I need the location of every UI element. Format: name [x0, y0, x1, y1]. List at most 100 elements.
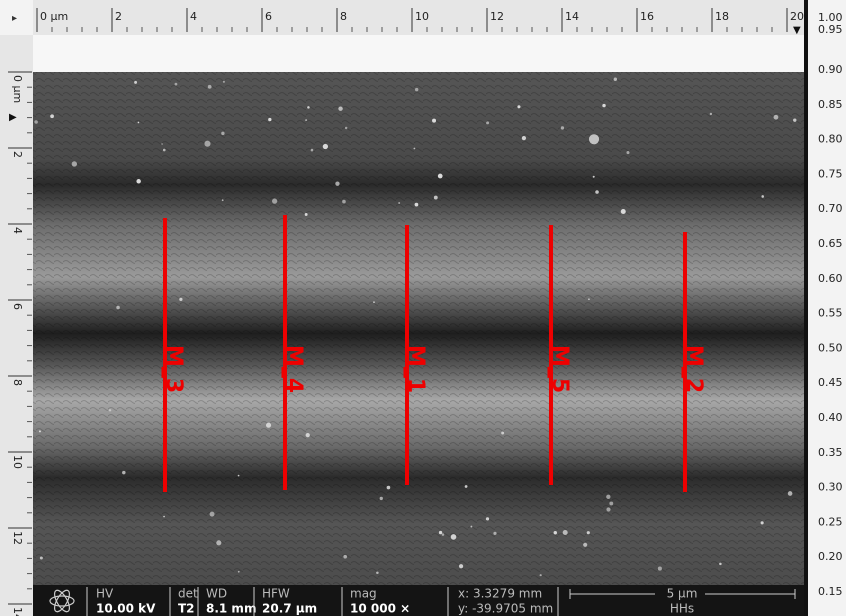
sem-texture [33, 72, 806, 585]
particle [338, 106, 342, 110]
right-scale-label: 0.40 [818, 411, 843, 424]
right-scale-label: 0.25 [818, 515, 843, 528]
image-margin [33, 35, 806, 72]
particle [376, 571, 379, 574]
left-ruler-label: 10 [11, 455, 24, 469]
left-ruler-label: 4 [11, 227, 24, 234]
particle [136, 179, 140, 183]
particle [439, 531, 442, 534]
particle [134, 81, 137, 84]
scale-bar-length: 5 µm [667, 587, 698, 601]
top-ruler-label: 2 [115, 10, 122, 23]
particle [588, 298, 590, 300]
particle [221, 132, 224, 135]
particle [465, 485, 468, 488]
particle [517, 105, 520, 108]
particle [501, 432, 504, 435]
top-ruler-label: 0 µm [40, 10, 68, 23]
right-scale-label: 0.15 [818, 585, 843, 598]
right-scale-label: 0.85 [818, 98, 843, 111]
left-ruler-label: 0 µm [11, 75, 24, 103]
right-scale-label: 0.80 [818, 133, 843, 146]
particle [305, 119, 307, 121]
particle [40, 556, 43, 559]
scale-divider [804, 0, 808, 616]
particle [268, 118, 271, 121]
particle [602, 104, 605, 107]
particle [345, 127, 347, 129]
right-scale-label: 0.65 [818, 237, 843, 250]
right-scale-label: 0.35 [818, 446, 843, 459]
right-scale-label: 0.60 [818, 272, 843, 285]
mag-label: mag [350, 587, 377, 601]
right-scale-label: 0.45 [818, 376, 843, 389]
particle [116, 306, 120, 310]
particle [335, 181, 339, 185]
right-scale-label: 0.75 [818, 167, 843, 180]
particle [306, 433, 310, 437]
particle [587, 531, 590, 534]
top-ruler-label: 20 [790, 10, 804, 23]
wd-label: WD [206, 587, 227, 601]
particle [658, 567, 662, 571]
y-position: y: -39.9705 mm [458, 602, 553, 616]
body: ▸ ▶ ▼ HV 10.00 kV det T2 WD 8.1 mm HFW 2… [0, 0, 846, 616]
particle [540, 574, 542, 576]
particle [793, 118, 796, 121]
particle [434, 196, 438, 200]
measurement-label: M_1 [403, 345, 428, 393]
top-ruler-label: 16 [640, 10, 654, 23]
particle [561, 126, 564, 129]
page: {"top_ruler": {"labels": ["0 µm", "2", "… [0, 0, 846, 616]
left-ruler-label: 8 [11, 379, 24, 386]
particle [272, 198, 277, 203]
particle [593, 176, 595, 178]
hfw-label: HFW [262, 587, 290, 601]
hv-label: HV [96, 587, 114, 601]
particle [442, 533, 445, 536]
left-ruler-label: 12 [11, 531, 24, 545]
particle [609, 501, 613, 505]
hv-value: 10.00 kV [96, 602, 156, 616]
particle [595, 190, 599, 194]
particle [109, 409, 111, 411]
x-position: x: 3.3279 mm [458, 587, 542, 601]
particle [589, 134, 599, 144]
particle [451, 534, 457, 540]
det-label: det [178, 587, 198, 601]
measurement-label: M_3 [161, 345, 186, 393]
particle [238, 475, 240, 477]
particle [522, 136, 526, 140]
particle [788, 491, 793, 496]
right-scale-label: 0.20 [818, 550, 843, 563]
particle [414, 148, 416, 150]
particle [216, 540, 221, 545]
right-scale-label: 0.95 [818, 23, 843, 36]
particle [380, 497, 383, 500]
particle [343, 555, 347, 559]
particle [438, 174, 443, 179]
particle [415, 203, 419, 207]
det-value: T2 [178, 602, 195, 616]
particle [208, 85, 212, 89]
hfw-value: 20.7 µm [262, 602, 317, 616]
right-scale-label: 0.55 [818, 307, 843, 320]
particle [34, 120, 38, 124]
top-ruler-label: 14 [565, 10, 579, 23]
top-ruler-label: 6 [265, 10, 272, 23]
particle [583, 543, 587, 547]
particle [470, 526, 472, 528]
particle [210, 512, 215, 517]
left-ruler-label: 6 [11, 303, 24, 310]
particle [238, 571, 240, 573]
particle [223, 81, 225, 83]
particle [72, 161, 77, 166]
particle [459, 564, 463, 568]
measurement-label: M_4 [281, 345, 306, 393]
particle [761, 195, 764, 198]
particle [432, 119, 436, 123]
top-ruler-label: 4 [190, 10, 197, 23]
particle [554, 531, 557, 534]
particle [39, 430, 41, 432]
wd-value: 8.1 mm [206, 602, 256, 616]
